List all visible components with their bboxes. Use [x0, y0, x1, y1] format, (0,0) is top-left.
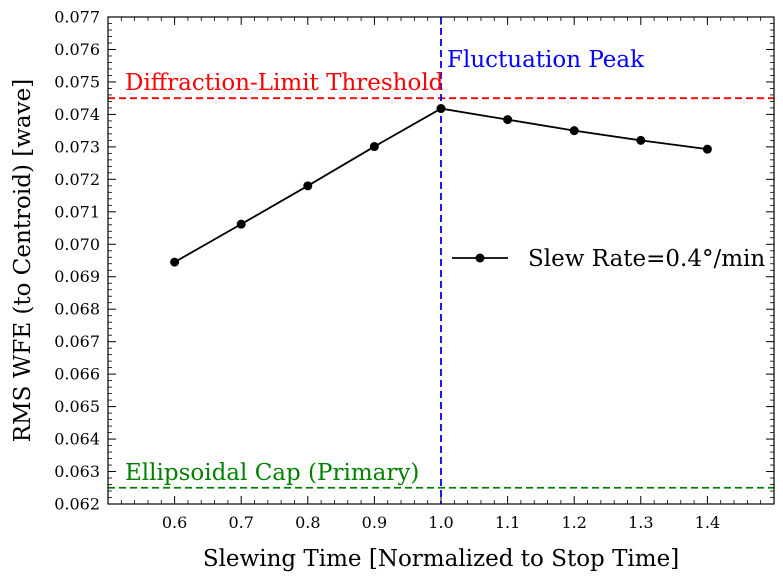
y-tick-label: 0.073: [54, 137, 100, 156]
data-point: [436, 104, 446, 114]
plot-frame: [107, 16, 775, 505]
y-tick-label: 0.065: [54, 397, 100, 416]
y-tick-label: 0.077: [54, 8, 100, 27]
x-tick-label: 1.0: [428, 513, 453, 532]
x-tick-label: 0.7: [228, 513, 253, 532]
y-tick-label: 0.066: [54, 365, 100, 384]
legend: Slew Rate=0.4°/min: [452, 246, 765, 272]
ticks-layer: 0.6 0.7 0.8 0.9 1.0 1.1 1.2 1.3 1.4 0.062 0.063 0.0…: [54, 8, 774, 532]
y-tick-label: 0.071: [54, 202, 100, 221]
data-point: [369, 142, 379, 152]
reference-label-2: Fluctuation Peak: [447, 47, 645, 73]
x-tick-label: 0.6: [162, 513, 187, 532]
series-layer: [170, 104, 712, 267]
reference-label-0: Diffraction-Limit Threshold: [125, 70, 444, 96]
data-point: [503, 115, 513, 125]
data-point: [702, 144, 712, 154]
y-tick-label: 0.072: [54, 170, 100, 189]
x-tick-label: 1.3: [628, 513, 653, 532]
data-point: [236, 219, 246, 229]
x-tick-label: 0.9: [362, 513, 387, 532]
y-tick-label: 0.076: [54, 40, 100, 59]
y-tick-label: 0.074: [54, 105, 100, 124]
y-tick-label: 0.070: [54, 235, 100, 254]
y-tick-label: 0.069: [54, 267, 100, 286]
data-point: [636, 135, 646, 145]
x-tick-label: 1.2: [561, 513, 586, 532]
annotations: Diffraction-Limit Threshold Ellipsoidal C…: [125, 47, 645, 486]
x-tick-label: 1.1: [495, 513, 520, 532]
data-point: [303, 181, 313, 191]
data-point: [170, 257, 180, 267]
y-tick-label: 0.064: [54, 430, 100, 449]
data-point: [569, 126, 579, 136]
y-tick-label: 0.075: [54, 72, 100, 91]
y-tick-label: 0.063: [54, 462, 100, 481]
x-axis-label: Slewing Time [Normalized to Stop Time]: [203, 546, 679, 572]
y-tick-label: 0.062: [54, 495, 100, 514]
legend-marker: [475, 253, 485, 263]
reference-lines: [108, 17, 774, 504]
legend-label: Slew Rate=0.4°/min: [528, 246, 765, 272]
x-tick-label: 1.4: [695, 513, 720, 532]
y-tick-label: 0.067: [54, 332, 100, 351]
x-tick-label: 0.8: [295, 513, 320, 532]
reference-label-1: Ellipsoidal Cap (Primary): [125, 460, 419, 486]
y-tick-label: 0.068: [54, 300, 100, 319]
y-axis-label: RMS WFE (to Centroid) [wave]: [10, 79, 36, 442]
